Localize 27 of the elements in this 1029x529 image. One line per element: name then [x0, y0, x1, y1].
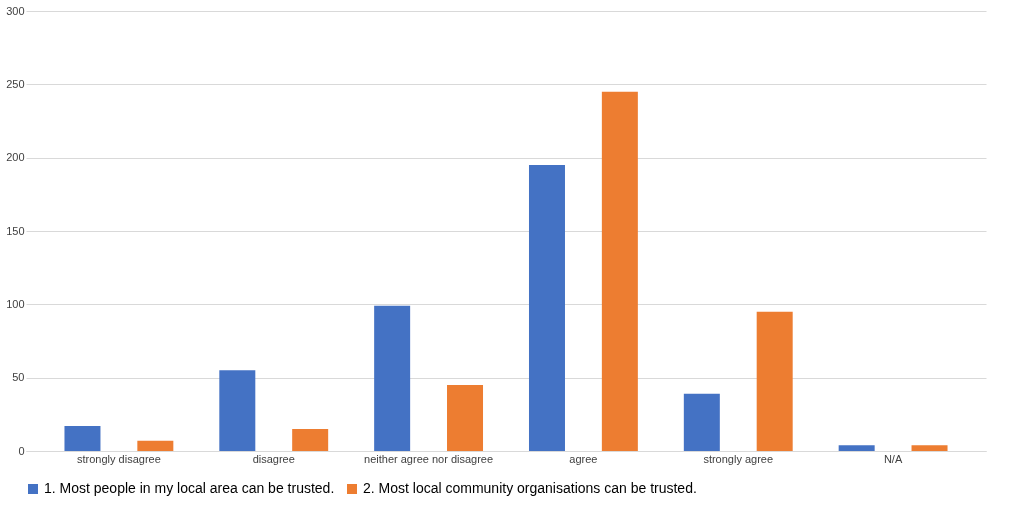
y-tick-label: 200: [6, 151, 25, 164]
x-tick-label: strongly disagree: [77, 452, 161, 465]
bar: [911, 445, 948, 451]
bar: [64, 426, 101, 451]
bar: [374, 305, 411, 451]
y-tick-label: 50: [12, 371, 25, 384]
bar: [756, 311, 793, 451]
bar: [683, 393, 720, 451]
x-tick-label: disagree: [252, 452, 295, 465]
x-tick-label: N/A: [883, 452, 903, 465]
x-tick-label: agree: [569, 452, 598, 465]
bar: [447, 385, 484, 451]
y-tick-label: 300: [6, 4, 25, 17]
bar: [292, 429, 329, 451]
legend-label: 1. Most people in my local area can be trusted.: [44, 480, 335, 496]
x-tick-label: neither agree nor disagree: [364, 452, 494, 465]
bar: [838, 445, 875, 451]
y-tick-label: 150: [6, 224, 25, 237]
y-tick-label: 250: [6, 77, 25, 90]
bar: [528, 165, 565, 451]
bar: [601, 91, 638, 451]
y-tick-label: 0: [18, 444, 25, 457]
bar: [219, 370, 256, 451]
legend-label: 2. Most local community organisations can be trusted.: [363, 480, 697, 496]
bar: [137, 440, 174, 451]
x-tick-label: strongly agree: [703, 452, 774, 465]
y-tick-label: 100: [6, 297, 25, 310]
